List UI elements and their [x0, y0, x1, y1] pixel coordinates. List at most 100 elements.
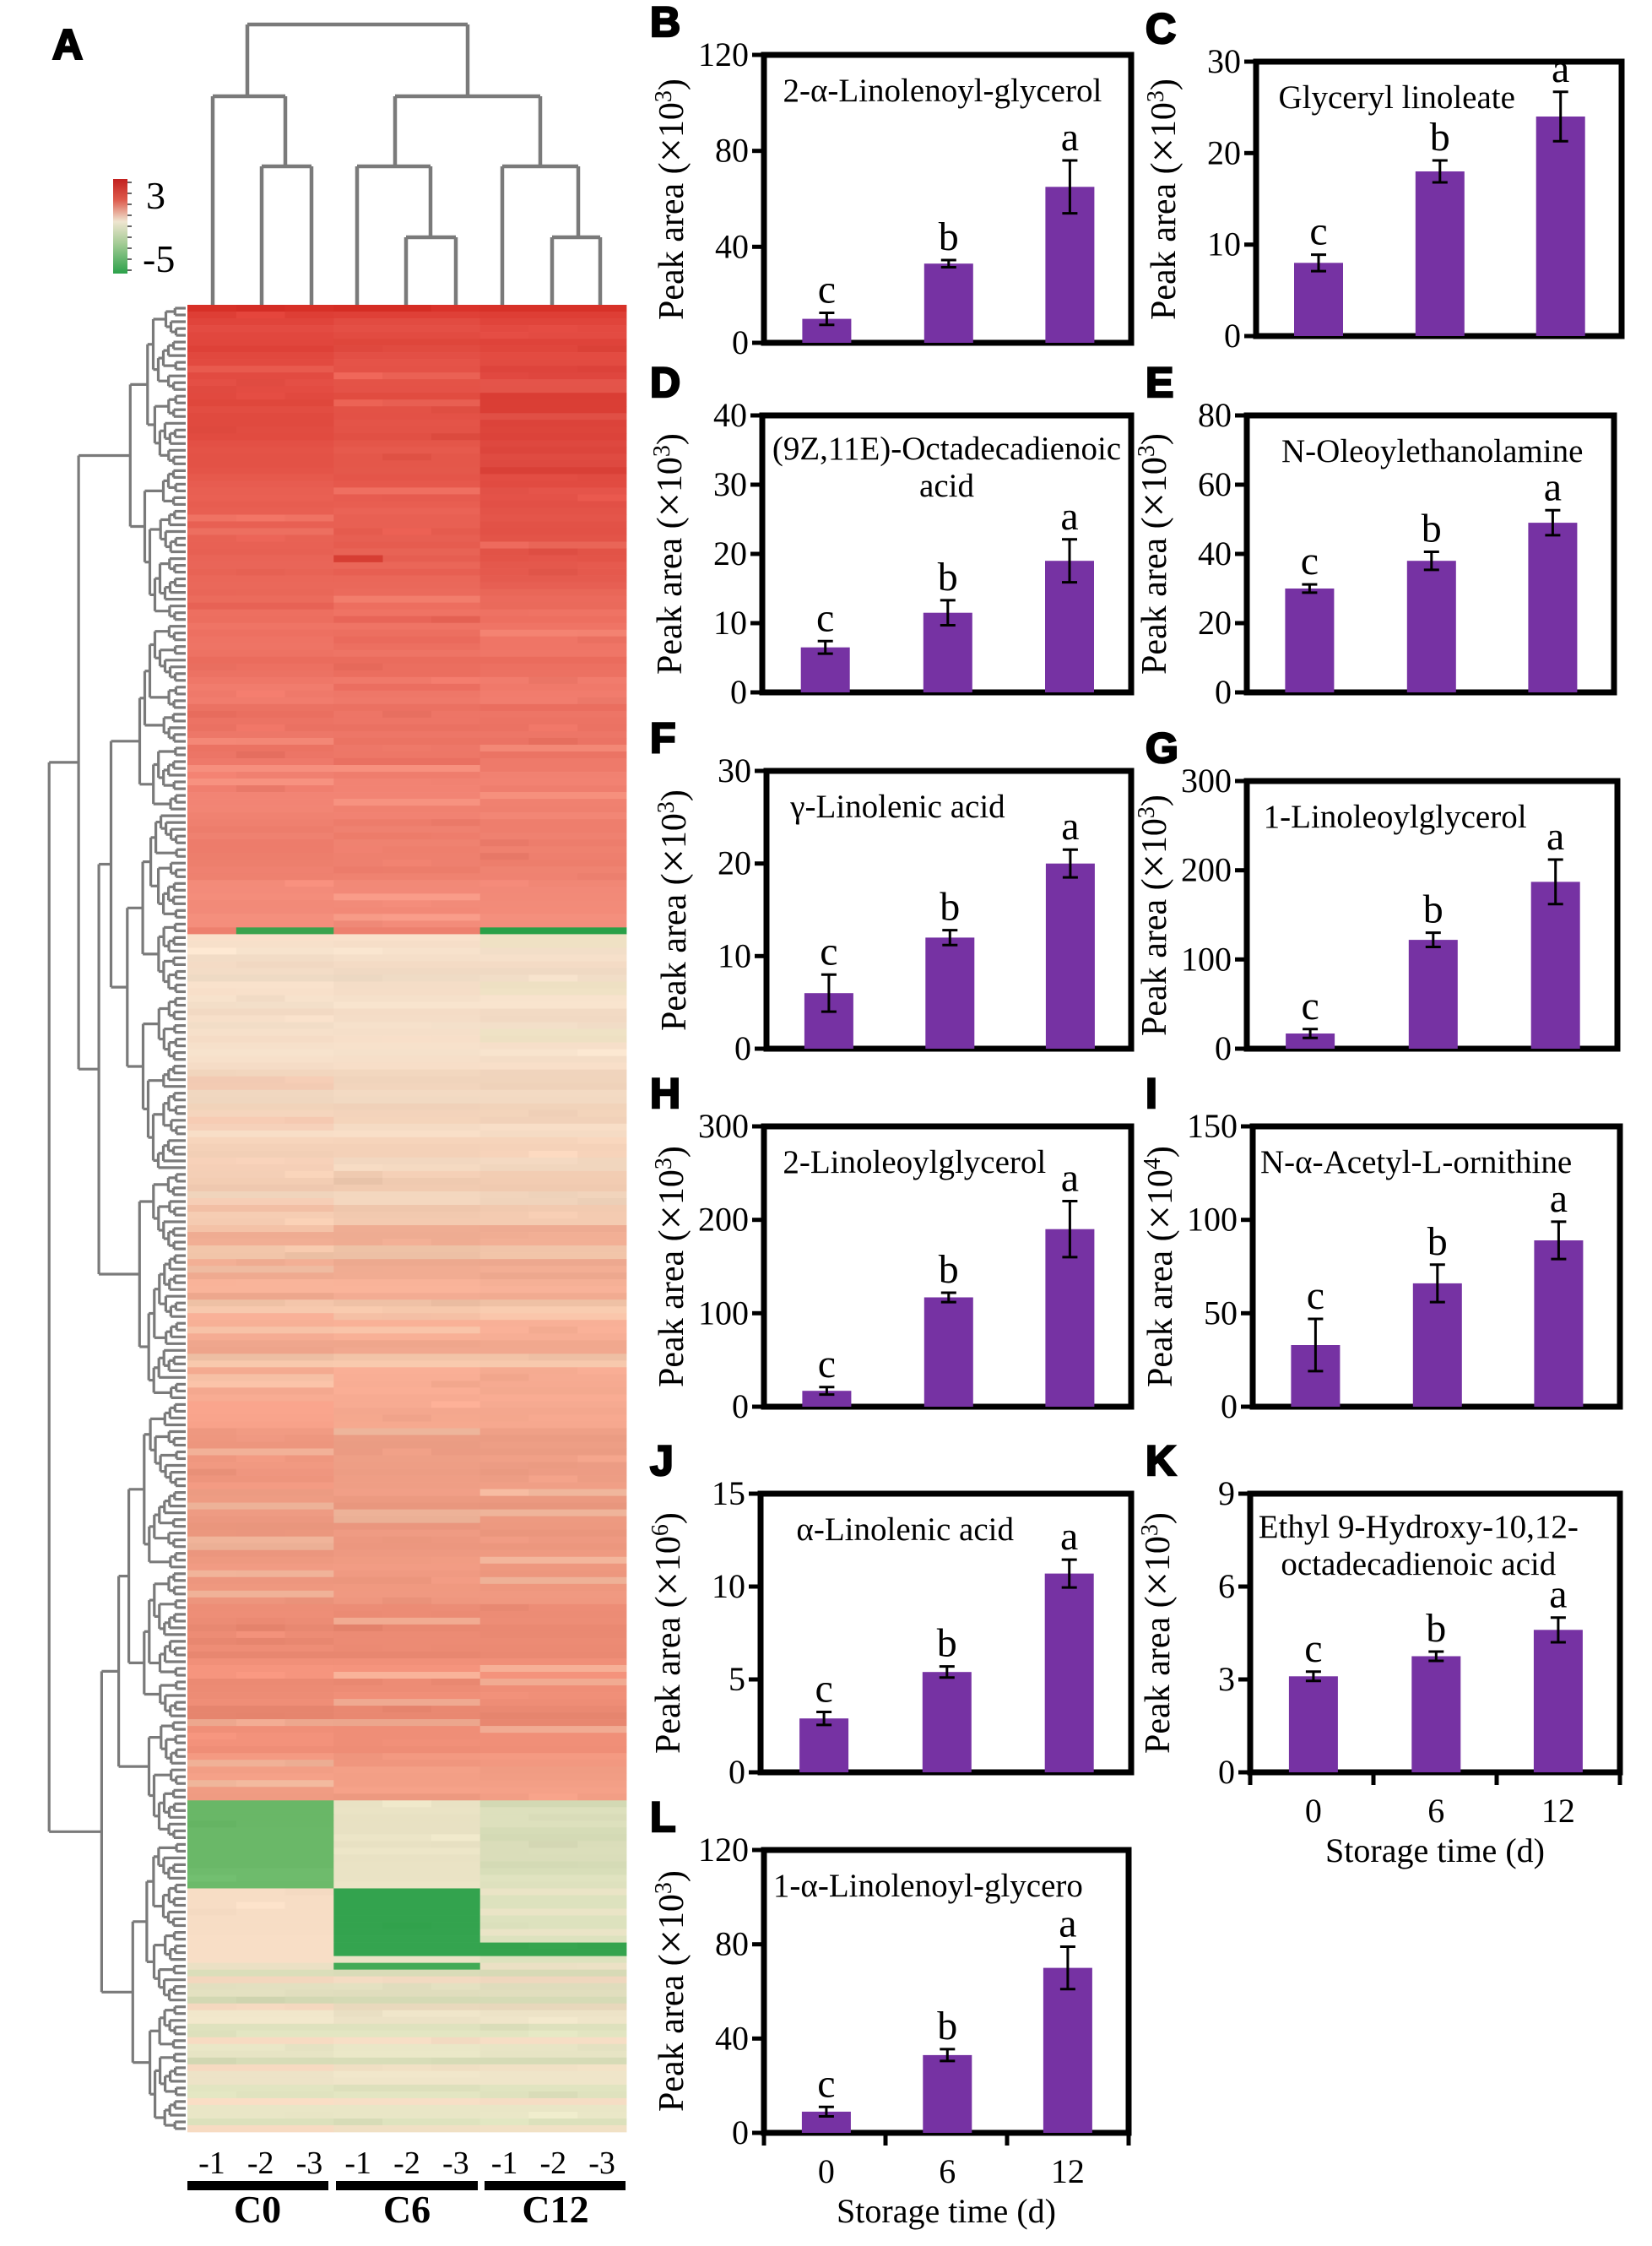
svg-text:2-Linoleoylglycerol: 2-Linoleoylglycerol: [783, 1144, 1046, 1180]
svg-text:a: a: [1060, 494, 1078, 539]
svg-text:Peak area (×103): Peak area (×103): [650, 789, 698, 1031]
svg-text:Peak area (×103): Peak area (×103): [647, 79, 696, 320]
svg-text:-2: -2: [247, 2146, 274, 2181]
svg-text:b: b: [1423, 887, 1443, 932]
svg-text:40: 40: [715, 227, 749, 265]
svg-text:1-α-Linolenoyl-glycero: 1-α-Linolenoyl-glycero: [773, 1868, 1083, 1904]
svg-text:10: 10: [712, 1567, 745, 1605]
svg-text:5: 5: [729, 1660, 745, 1698]
svg-text:a: a: [1061, 1156, 1079, 1201]
svg-text:(9Z,11E)-Octadecadienoic: (9Z,11E)-Octadecadienoic: [772, 431, 1121, 467]
svg-text:300: 300: [1181, 762, 1232, 800]
svg-text:J: J: [650, 1437, 674, 1484]
svg-text:N-Oleoylethanolamine: N-Oleoylethanolamine: [1281, 433, 1583, 469]
svg-text:300: 300: [698, 1107, 749, 1145]
svg-text:F: F: [650, 714, 676, 762]
svg-text:6: 6: [939, 2152, 956, 2190]
svg-text:100: 100: [1181, 940, 1232, 978]
svg-text:b: b: [939, 1247, 959, 1292]
svg-text:D: D: [650, 359, 680, 406]
svg-text:b: b: [940, 885, 960, 930]
svg-text:-3: -3: [442, 2146, 469, 2181]
svg-text:-1: -1: [198, 2146, 225, 2181]
svg-text:c: c: [818, 268, 836, 312]
svg-text:b: b: [1422, 507, 1442, 551]
svg-text:40: 40: [713, 396, 747, 434]
svg-text:0: 0: [732, 1387, 749, 1425]
svg-text:a: a: [1059, 1902, 1076, 1946]
svg-text:c: c: [1307, 1273, 1324, 1318]
svg-text:150: 150: [1187, 1107, 1238, 1145]
svg-text:Peak area (×104): Peak area (×104): [1136, 1146, 1184, 1387]
svg-text:-2: -2: [393, 2146, 420, 2181]
svg-text:Storage time (d): Storage time (d): [1325, 1831, 1545, 1869]
svg-text:b: b: [939, 214, 959, 259]
svg-text:a: a: [1550, 1176, 1568, 1221]
svg-text:b: b: [937, 2004, 957, 2048]
svg-text:Peak area (×103): Peak area (×103): [647, 1870, 696, 2112]
svg-text:c: c: [1304, 1626, 1322, 1671]
svg-text:a: a: [1061, 804, 1079, 849]
svg-text:0: 0: [1305, 1792, 1322, 1830]
svg-text:0: 0: [730, 673, 747, 711]
svg-text:120: 120: [698, 35, 749, 73]
svg-text:b: b: [1427, 1219, 1448, 1264]
svg-text:20: 20: [718, 844, 751, 882]
svg-text:30: 30: [1207, 42, 1241, 80]
svg-text:-1: -1: [344, 2146, 371, 2181]
svg-text:G: G: [1146, 724, 1178, 772]
svg-text:C12: C12: [522, 2188, 588, 2231]
svg-text:N-α-Acetyl-L-ornithine: N-α-Acetyl-L-ornithine: [1260, 1144, 1572, 1180]
svg-text:Peak area (×103): Peak area (×103): [1130, 795, 1178, 1036]
svg-text:c: c: [1309, 209, 1327, 254]
svg-text:B: B: [650, 0, 680, 46]
svg-text:c: c: [1301, 984, 1319, 1028]
svg-text:H: H: [650, 1070, 680, 1117]
svg-text:b: b: [1426, 1606, 1446, 1651]
svg-text:3: 3: [1218, 1660, 1235, 1698]
svg-text:40: 40: [1198, 534, 1232, 572]
svg-text:12: 12: [1051, 2152, 1085, 2190]
svg-text:L: L: [650, 1793, 676, 1841]
svg-text:a: a: [1061, 115, 1079, 160]
svg-text:10: 10: [713, 604, 747, 642]
svg-text:b: b: [938, 555, 958, 599]
svg-text:c: c: [820, 929, 837, 974]
svg-text:Peak area (×103): Peak area (×103): [1140, 79, 1188, 320]
svg-text:b: b: [937, 1621, 957, 1666]
svg-text:80: 80: [1198, 396, 1232, 434]
svg-text:50: 50: [1204, 1294, 1238, 1332]
svg-text:12: 12: [1541, 1792, 1575, 1830]
svg-text:A: A: [52, 21, 83, 68]
svg-text:30: 30: [718, 751, 751, 789]
svg-text:-2: -2: [539, 2146, 566, 2181]
svg-text:0: 0: [1221, 1387, 1238, 1425]
svg-text:I: I: [1146, 1070, 1157, 1117]
svg-text:10: 10: [718, 936, 751, 974]
svg-text:C: C: [1146, 5, 1176, 52]
svg-text:100: 100: [698, 1294, 749, 1332]
svg-text:b: b: [1430, 115, 1450, 160]
svg-text:E: E: [1146, 359, 1173, 406]
svg-text:20: 20: [1207, 133, 1241, 171]
svg-text:80: 80: [715, 132, 749, 170]
svg-text:a: a: [1546, 814, 1564, 859]
svg-text:200: 200: [698, 1201, 749, 1239]
svg-text:3: 3: [146, 174, 165, 217]
svg-text:c: c: [1301, 539, 1319, 583]
svg-text:6: 6: [1218, 1567, 1235, 1605]
svg-text:a: a: [1060, 1514, 1078, 1559]
svg-text:-3: -3: [296, 2146, 323, 2181]
svg-text:a: a: [1552, 46, 1569, 91]
svg-text:γ-Linolenic acid: γ-Linolenic acid: [789, 789, 1005, 825]
svg-text:Peak area (×106): Peak area (×106): [644, 1512, 692, 1754]
svg-text:octadecadienoic acid: octadecadienoic acid: [1281, 1546, 1556, 1582]
svg-text:a: a: [1544, 464, 1562, 509]
svg-text:Peak area (×103): Peak area (×103): [647, 1146, 696, 1387]
svg-text:1-Linoleoylglycerol: 1-Linoleoylglycerol: [1264, 799, 1527, 835]
svg-text:-1: -1: [491, 2146, 518, 2181]
svg-text:60: 60: [1198, 465, 1232, 503]
svg-text:120: 120: [698, 1831, 749, 1869]
svg-text:C0: C0: [234, 2188, 281, 2231]
svg-text:0: 0: [1215, 1029, 1232, 1067]
